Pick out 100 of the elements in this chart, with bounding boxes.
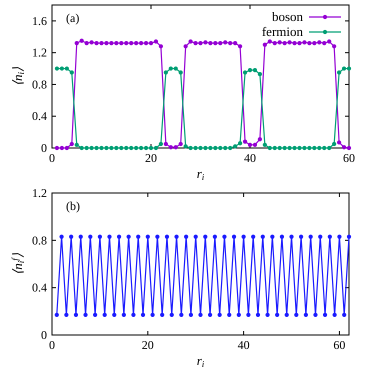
point <box>218 146 222 150</box>
point <box>208 41 213 46</box>
point <box>109 41 114 46</box>
point <box>282 146 287 150</box>
y-tick-label: 1.6 <box>32 14 47 28</box>
point <box>342 66 346 71</box>
point <box>262 42 267 47</box>
point <box>258 72 262 76</box>
legend-label: fermion <box>262 24 304 39</box>
point <box>154 146 158 150</box>
point <box>60 66 64 71</box>
point <box>312 146 316 150</box>
x-tick-label: 20 <box>142 338 154 352</box>
x-tick-label: 60 <box>343 151 355 165</box>
point <box>238 141 242 146</box>
point <box>74 142 79 147</box>
point <box>124 41 128 46</box>
y-tick-label: 0.8 <box>32 233 47 248</box>
annotation: (a) <box>66 11 80 25</box>
x-tick-label: 20 <box>145 151 157 165</box>
point <box>138 41 144 46</box>
point <box>64 66 69 71</box>
point <box>223 146 228 150</box>
point <box>262 142 267 147</box>
point <box>282 41 287 46</box>
point <box>89 40 94 44</box>
x-tick-label: 40 <box>238 338 250 352</box>
point <box>70 70 74 75</box>
point <box>178 142 183 146</box>
point <box>138 146 144 150</box>
point <box>129 146 134 150</box>
point <box>327 39 332 44</box>
point <box>203 146 208 150</box>
point <box>203 40 208 44</box>
point <box>208 146 213 150</box>
y-tick-label: 0 <box>41 141 47 155</box>
x-axis-title: r$_{i}$ <box>196 353 205 370</box>
point <box>104 41 109 46</box>
point <box>158 142 164 146</box>
y-tick-label: 1.2 <box>32 186 47 200</box>
point <box>99 146 104 150</box>
point <box>94 41 99 46</box>
point <box>168 66 173 71</box>
point <box>124 146 128 150</box>
point <box>188 39 193 44</box>
point <box>84 41 89 46</box>
x-tick-label: 60 <box>333 338 346 352</box>
point <box>272 41 277 46</box>
point <box>174 66 178 71</box>
point <box>144 146 148 150</box>
point <box>80 38 84 43</box>
point <box>64 146 69 150</box>
point <box>272 146 277 150</box>
point <box>168 145 173 150</box>
point <box>104 146 109 150</box>
point <box>242 140 248 144</box>
point <box>327 146 332 150</box>
point <box>178 70 183 75</box>
point <box>268 146 272 150</box>
point <box>336 140 342 145</box>
point <box>317 146 322 150</box>
point <box>346 66 352 71</box>
point <box>223 40 228 44</box>
point <box>302 146 307 150</box>
point <box>307 41 312 46</box>
point <box>252 142 258 147</box>
point <box>114 146 118 150</box>
point <box>184 144 188 149</box>
point <box>302 40 307 44</box>
point <box>164 70 168 75</box>
y-tick-label: 0 <box>41 328 47 342</box>
point <box>188 146 193 150</box>
point <box>238 44 242 48</box>
legend-label: boson <box>272 9 304 24</box>
point <box>213 41 218 46</box>
y-tick-label: 1.2 <box>32 46 47 60</box>
point <box>322 146 326 150</box>
point <box>278 40 282 44</box>
point <box>287 40 292 44</box>
point <box>193 41 198 46</box>
point <box>317 40 322 44</box>
x-tick-label: 40 <box>244 151 256 165</box>
point <box>297 146 302 150</box>
point <box>233 144 238 149</box>
point <box>89 146 94 150</box>
y-tick-label: 0.4 <box>32 280 47 295</box>
point <box>99 41 104 46</box>
point <box>228 41 232 46</box>
point <box>164 142 168 146</box>
point <box>312 41 316 46</box>
point <box>134 146 138 150</box>
point <box>258 137 262 142</box>
point <box>154 39 158 44</box>
point <box>148 41 154 46</box>
point <box>119 41 124 46</box>
point <box>54 66 60 71</box>
point <box>213 146 218 150</box>
y-tick-label: 0.8 <box>32 77 47 92</box>
point <box>252 68 258 72</box>
point <box>228 146 232 150</box>
